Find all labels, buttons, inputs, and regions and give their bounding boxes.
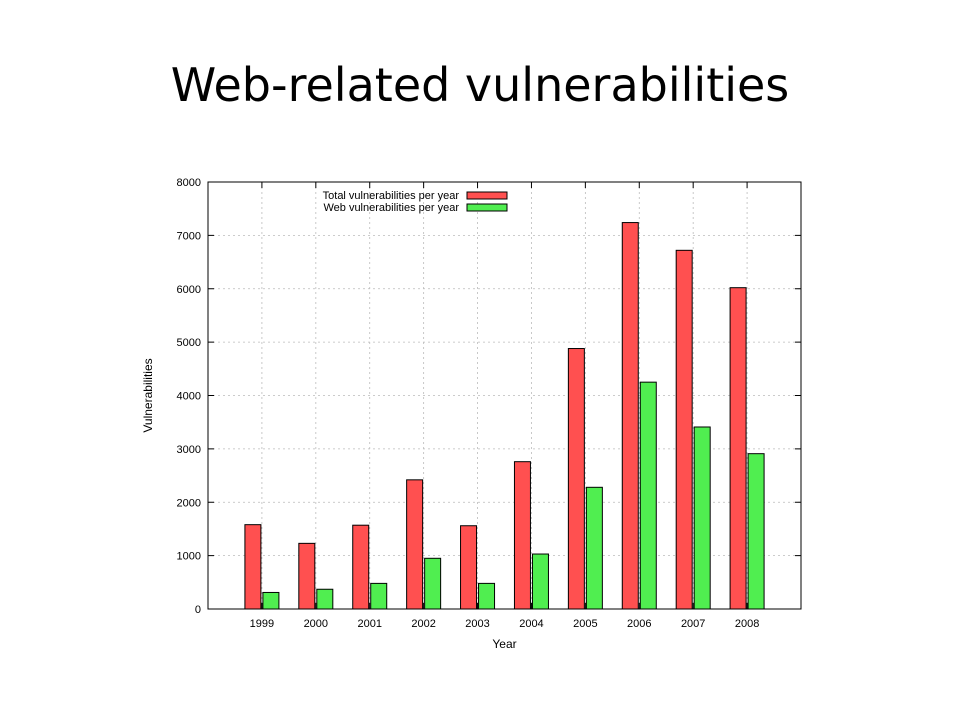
legend-swatch xyxy=(466,191,508,200)
bar-total xyxy=(675,249,693,610)
x-axis-label: Year xyxy=(492,637,516,651)
y-tick-label: 5000 xyxy=(177,337,201,349)
x-tick-label: 2006 xyxy=(627,618,651,630)
legend-swatch xyxy=(466,203,508,212)
y-tick-label: 0 xyxy=(195,604,201,616)
grid-lines xyxy=(208,182,801,609)
x-tick-label: 2005 xyxy=(573,618,597,630)
bar-web xyxy=(693,426,711,610)
x-tick-label: 1999 xyxy=(250,618,274,630)
bar-total xyxy=(567,348,585,610)
x-tick-label: 2008 xyxy=(735,618,759,630)
x-tick-label: 2001 xyxy=(357,618,381,630)
y-tick-label: 7000 xyxy=(177,230,201,242)
x-tick-label: 2000 xyxy=(304,618,328,630)
bar-web xyxy=(585,486,603,610)
bar-web xyxy=(531,553,549,610)
legend-label: Total vulnerabilities per year xyxy=(323,190,460,202)
x-tick-label: 2004 xyxy=(519,618,543,630)
bar-total xyxy=(352,524,370,610)
bar-web xyxy=(424,557,442,610)
bar-total xyxy=(406,479,424,610)
bar-total xyxy=(729,287,747,610)
y-tick-label: 6000 xyxy=(177,284,201,296)
bar-total xyxy=(621,222,639,610)
bar-web xyxy=(316,588,334,610)
y-tick-label: 2000 xyxy=(177,497,201,509)
slide-title: Web-related vulnerabilities xyxy=(170,58,790,112)
bar-total xyxy=(244,524,262,610)
bar-web xyxy=(370,582,388,610)
axis-ticks: 0 1000 2000 3000 4000 5000 6000 7000 8000 1999 200… xyxy=(177,177,801,630)
bars xyxy=(244,222,765,610)
x-tick-label: 2007 xyxy=(681,618,705,630)
y-tick-label: 4000 xyxy=(177,391,201,403)
bar-web xyxy=(747,453,765,610)
bar-web xyxy=(639,381,657,610)
bar-total xyxy=(298,542,316,610)
y-tick-label: 3000 xyxy=(177,444,201,456)
y-tick-label: 8000 xyxy=(177,177,201,189)
bar-web xyxy=(262,591,280,610)
x-tick-label: 2003 xyxy=(465,618,489,630)
y-axis-label: Vulnerabilities xyxy=(141,358,155,432)
bar-total xyxy=(460,525,478,610)
bar-total xyxy=(513,461,531,610)
x-tick-label: 2002 xyxy=(411,618,435,630)
bar-web xyxy=(478,582,496,610)
y-tick-label: 1000 xyxy=(177,551,201,563)
legend-label: Web vulnerabilities per year xyxy=(323,202,459,214)
